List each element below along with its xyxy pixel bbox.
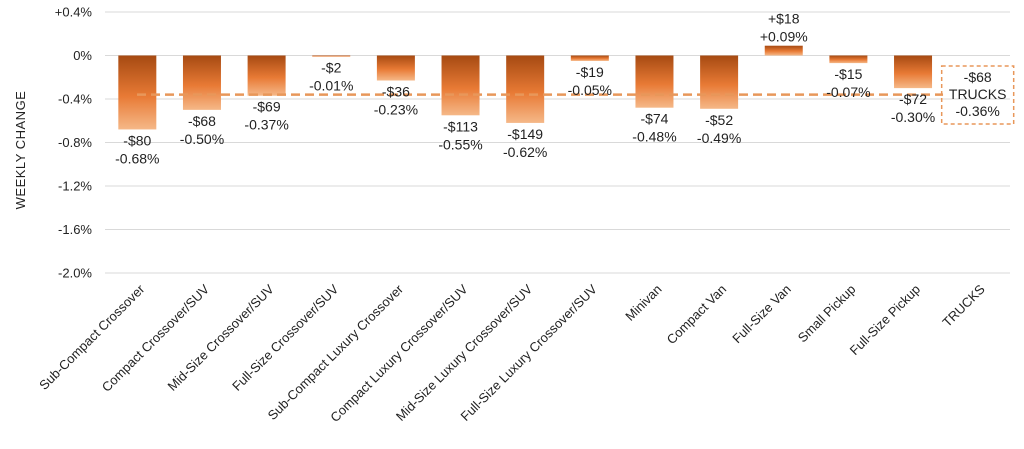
summary-box — [940, 65, 1015, 125]
data-label-percent: -0.68% — [115, 150, 159, 166]
category-label: Full-Size Van — [729, 282, 794, 347]
y-tick-label: -2.0% — [58, 266, 92, 281]
data-label-dollar: -$69 — [253, 99, 281, 115]
summary-label-name: TRUCKS — [949, 86, 1007, 102]
bar — [247, 55, 286, 96]
bar — [764, 45, 803, 56]
category-label: Full-Size Luxury Crossover/SUV — [458, 281, 601, 424]
summary-label-percent: -0.36% — [955, 103, 999, 119]
data-label-percent: -0.50% — [180, 131, 224, 147]
y-tick-label: -1.6% — [58, 222, 92, 237]
bar — [829, 55, 868, 64]
bar — [182, 55, 221, 110]
data-labels: -$80 -0.68% -$68 -0.50% -$69 -0.37% -$2 -0.01% -… — [115, 11, 1015, 166]
category-label: Small Pickup — [795, 282, 859, 346]
y-tick-label: -1.2% — [58, 179, 92, 194]
data-label-dollar: -$149 — [507, 126, 543, 142]
category-label: Compact Van — [664, 282, 730, 348]
data-label-dollar: -$80 — [123, 132, 151, 148]
data-label-dollar: -$36 — [382, 84, 410, 100]
y-tick-label: -0.4% — [58, 92, 92, 107]
bar — [506, 55, 545, 123]
category-label: Sub-Compact Luxury Crossover — [265, 281, 407, 423]
bar — [441, 55, 480, 116]
bar — [700, 55, 739, 109]
data-label-dollar: -$68 — [188, 113, 216, 129]
data-label-percent: +0.09% — [760, 29, 808, 45]
data-label-percent: -0.07% — [826, 84, 870, 100]
gridlines — [105, 11, 1010, 274]
bar — [118, 55, 157, 130]
data-label-percent: -0.49% — [697, 130, 741, 146]
bar — [570, 55, 609, 61]
category-label: Mid-Size Luxury Crossover/SUV — [393, 281, 536, 424]
data-label-percent: -0.62% — [503, 144, 547, 160]
data-label-dollar: -$15 — [834, 66, 862, 82]
category-label: Compact Crossover/SUV — [99, 281, 213, 395]
data-label-percent: -0.05% — [568, 82, 612, 98]
data-label-percent: -0.48% — [632, 129, 676, 145]
bar — [635, 55, 674, 108]
category-label: Full-Size Pickup — [847, 282, 924, 359]
category-label: Full-Size Crossover/SUV — [229, 281, 341, 393]
data-label-percent: -0.37% — [244, 117, 288, 133]
data-label-dollar: -$19 — [576, 64, 604, 80]
data-label-percent: -0.01% — [309, 78, 353, 94]
summary-label-dollar: -$68 — [964, 69, 992, 85]
data-label-percent: -0.55% — [438, 136, 482, 152]
data-label-dollar: +$18 — [768, 11, 800, 27]
y-tick-label: +0.4% — [55, 5, 93, 20]
y-tick-label: 0% — [73, 48, 92, 63]
category-label: TRUCKS — [939, 281, 988, 330]
data-label-dollar: -$74 — [640, 111, 668, 127]
bar — [894, 55, 933, 89]
data-label-percent: -0.23% — [374, 102, 418, 118]
data-label-dollar: -$2 — [321, 60, 341, 76]
data-label-percent: -0.30% — [891, 109, 935, 125]
data-label-dollar: -$113 — [443, 118, 478, 134]
category-label: Minivan — [622, 282, 664, 324]
category-label: Compact Luxury Crossover/SUV — [327, 281, 471, 425]
category-label: Sub-Compact Crossover — [36, 281, 148, 393]
category-label: Mid-Size Crossover/SUV — [164, 281, 276, 393]
data-label-dollar: -$52 — [705, 112, 733, 128]
bar — [376, 55, 415, 81]
bar — [312, 55, 351, 57]
y-tick-label: -0.8% — [58, 135, 92, 150]
y-axis-label: WEEKLY CHANGE — [13, 91, 28, 210]
bars — [118, 45, 933, 130]
y-axis-ticks: +0.4% 0% -0.4% -0.8% -1.2% -1.6% -2.0% — [55, 5, 93, 281]
data-label-dollar: -$72 — [899, 91, 927, 107]
